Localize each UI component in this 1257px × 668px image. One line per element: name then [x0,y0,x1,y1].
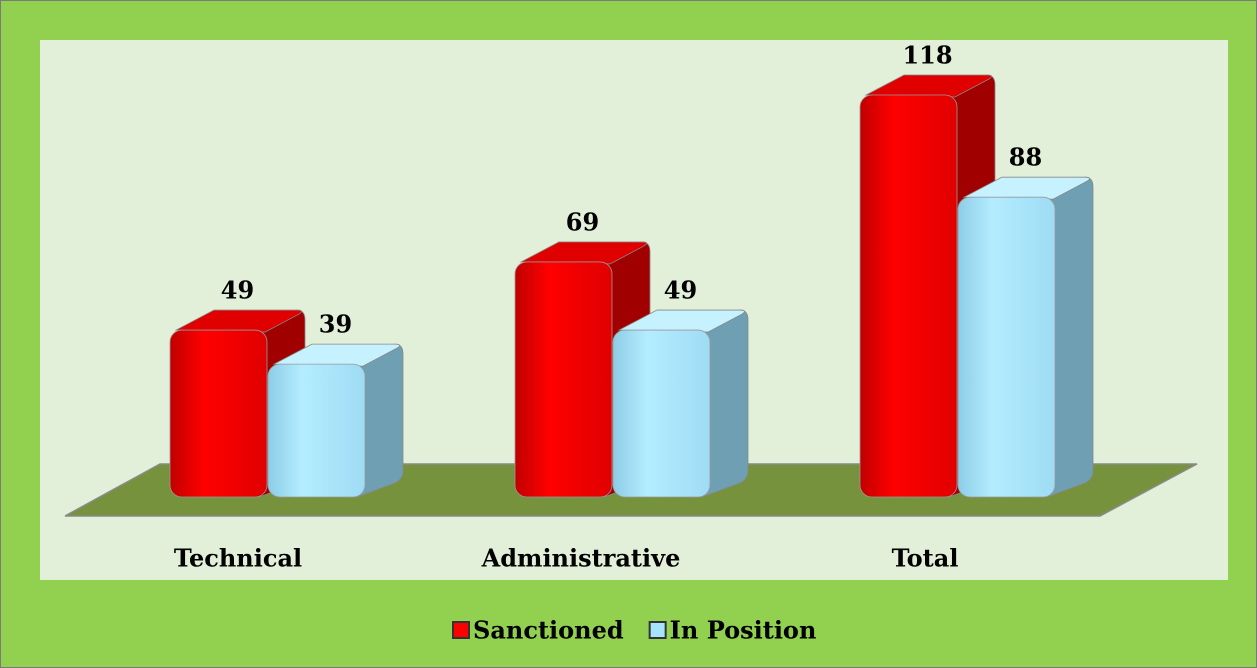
bar-front [514,261,613,498]
bars [169,74,1094,498]
data-label: 69 [566,207,599,236]
bar [267,343,404,498]
legend-swatch [452,621,470,639]
bar-front [169,329,268,498]
x-tick-label: Administrative [481,544,681,573]
data-label: 88 [1009,143,1042,172]
legend: Sanctioned In Position [452,616,817,645]
legend-label: In Position [670,616,817,645]
bar [612,309,749,498]
data-label: 39 [319,310,352,339]
data-label: 49 [221,276,254,305]
bar-top [272,343,400,367]
bar-top [617,309,745,333]
data-label: 49 [664,276,697,305]
bar-front [859,94,958,498]
data-label: 118 [902,41,952,70]
legend-label: Sanctioned [473,616,624,645]
bar-front [957,196,1056,498]
x-tick-label: Technical [174,544,302,573]
bar-front [612,329,711,498]
bar-front [267,363,366,498]
x-tick-label: Total [892,544,959,573]
legend-swatch [648,621,667,639]
bar-top [864,74,992,98]
bar [957,176,1094,498]
bar-top [962,176,1090,200]
bar-top [174,309,302,333]
bar-top [519,241,647,265]
